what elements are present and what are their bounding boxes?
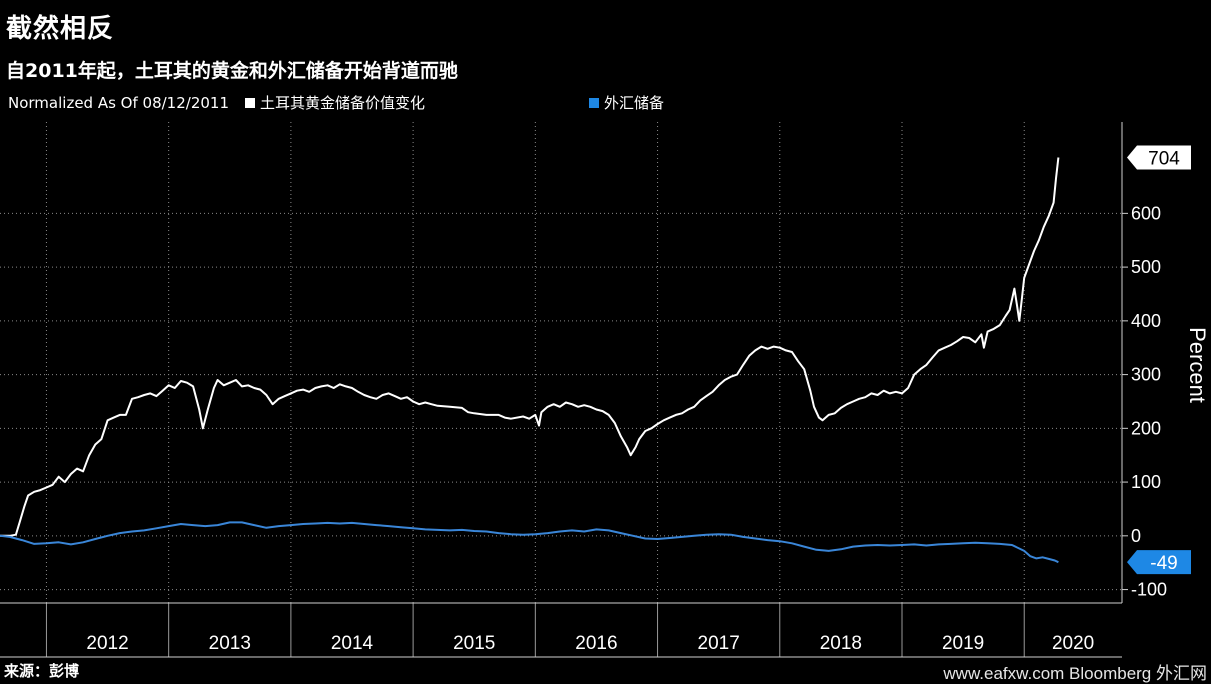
legend-swatch-gold — [245, 97, 255, 108]
legend-item-fx: 外汇储备 — [589, 92, 664, 113]
end-value-callout-fx — [1127, 550, 1191, 575]
legend-item-gold: 土耳其黄金储备价值变化 — [245, 92, 425, 113]
y-tick-label: 200 — [1131, 418, 1161, 438]
normalization-note: Normalized As Of 08/12/2011 — [8, 93, 229, 112]
x-tick-label: 2019 — [942, 633, 984, 654]
x-tick-label: 2014 — [331, 633, 374, 654]
series-line-fx — [0, 521, 1059, 564]
source-note: 来源：彭博 — [4, 662, 80, 680]
x-tick-label: 2020 — [1052, 633, 1094, 654]
y-axis-title: Percent — [1185, 327, 1210, 403]
x-tick-label: 2012 — [86, 633, 128, 654]
y-tick-label: 0 — [1131, 526, 1141, 546]
y-tick-label: 500 — [1131, 257, 1161, 277]
legend: Normalized As Of 08/12/2011 土耳其黄金储备价值变化 … — [8, 92, 664, 113]
watermark: www.eafxw.com Bloomberg 外汇网 — [943, 664, 1207, 683]
x-tick-label: 2015 — [453, 633, 495, 654]
y-tick-label: 300 — [1131, 365, 1161, 385]
chart-title: 截然相反 — [6, 14, 115, 44]
legend-label-gold: 土耳其黄金储备价值变化 — [260, 94, 426, 112]
end-value-label-fx: -49 — [1150, 553, 1177, 574]
end-value-callout-gold — [1127, 145, 1191, 170]
legend-swatch-fx — [589, 97, 600, 108]
y-tick-label: 400 — [1131, 311, 1161, 331]
y-tick-label: -100 — [1131, 580, 1167, 600]
x-tick-label: 2018 — [820, 633, 862, 654]
chart-subtitle: 自2011年起，土耳其的黄金和外汇储备开始背道而驰 — [6, 60, 458, 82]
x-tick-label: 2017 — [698, 633, 740, 654]
x-tick-label: 2016 — [575, 633, 617, 654]
y-tick-label: 100 — [1131, 472, 1161, 492]
series-line-gold — [0, 157, 1060, 537]
y-tick-label: 600 — [1131, 203, 1161, 223]
end-value-label-gold: 704 — [1148, 148, 1180, 169]
x-tick-label: 2013 — [209, 633, 251, 654]
legend-label-fx: 外汇储备 — [604, 94, 665, 112]
